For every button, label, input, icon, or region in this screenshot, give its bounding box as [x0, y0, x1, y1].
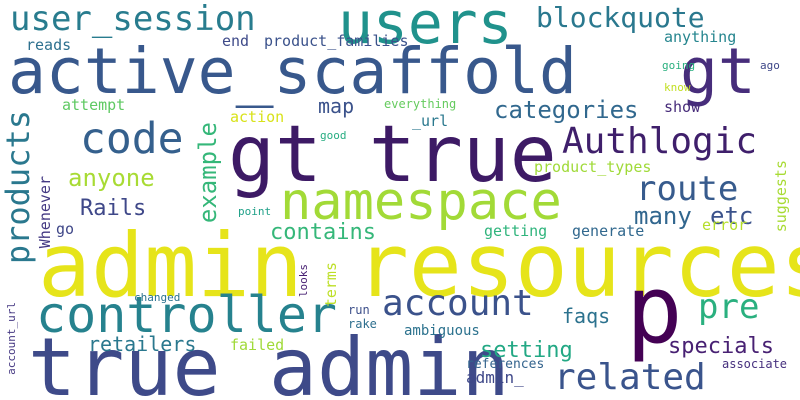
word-map: map: [318, 94, 355, 118]
word-code: code: [80, 114, 184, 164]
word-whenever: Whenever: [36, 176, 54, 249]
word-generate: generate: [572, 222, 645, 240]
word-user-session: user_session: [10, 0, 256, 39]
word-attempt: attempt: [62, 96, 126, 114]
word-go: go: [56, 220, 75, 238]
word-error: error: [702, 216, 748, 234]
word-specials: specials: [668, 334, 774, 359]
word-action: action: [230, 108, 285, 126]
word-blockquote: blockquote: [536, 1, 705, 34]
word-active-scaffold: active_scaffold: [8, 35, 577, 108]
word-reads: reads: [26, 36, 72, 54]
word-everything: everything: [384, 97, 457, 111]
word-rails: Rails: [80, 196, 147, 221]
word-admin-underscore: admin_: [466, 368, 524, 387]
word-faqs: faqs: [562, 304, 611, 328]
word-pre: pre: [698, 287, 760, 327]
word-true-admin: true admin: [28, 321, 510, 400]
word-ambiguous: ambiguous: [404, 323, 480, 339]
word-controller: controller: [36, 286, 338, 344]
word-account: account: [382, 283, 534, 324]
word-run: run: [348, 303, 370, 317]
word-ago: ago: [760, 59, 780, 72]
word-anyone: anyone: [68, 164, 155, 192]
word-suggests: suggests: [772, 160, 790, 233]
word-p: p: [626, 256, 683, 365]
word-good: good: [320, 129, 347, 142]
word-route: route: [636, 169, 739, 209]
word-failed: failed: [230, 336, 285, 354]
word-rake: rake: [348, 317, 377, 331]
word-terms: terms: [322, 262, 340, 308]
word-contains: contains: [270, 220, 376, 245]
word-looks: looks: [297, 264, 310, 298]
word-show: show: [664, 98, 701, 116]
word-getting: getting: [484, 222, 548, 240]
word-references: references: [466, 357, 545, 372]
word-url: _url: [412, 112, 449, 130]
word-anything: anything: [664, 28, 737, 46]
word-categories: categories: [494, 96, 639, 124]
word-users: users: [338, 0, 513, 57]
word-changed: changed: [134, 291, 181, 304]
word-authlogic: Authlogic: [562, 121, 758, 162]
word-product-types: product_types: [534, 158, 652, 176]
word-know: know: [664, 81, 691, 94]
word-gt-true: gt true: [228, 110, 557, 200]
word-point: point: [238, 205, 272, 218]
word-example: example: [194, 122, 222, 224]
word-product-families: product_families: [264, 32, 409, 50]
word-namespace: namespace: [280, 172, 562, 232]
word-products: products: [0, 110, 37, 265]
word-end: end: [222, 32, 250, 50]
word-many: many: [634, 202, 692, 230]
word-related: related: [554, 357, 706, 398]
word-going: going: [662, 59, 696, 72]
word-account-url: account_url: [5, 302, 18, 375]
word-setting: setting: [480, 338, 573, 363]
word-etc: etc: [710, 202, 754, 230]
word-associate: associate: [722, 357, 788, 371]
word-retailers: retailers: [88, 332, 197, 356]
word-admin-resources: admin resources: [38, 214, 800, 317]
word-gt: gt: [680, 35, 756, 108]
